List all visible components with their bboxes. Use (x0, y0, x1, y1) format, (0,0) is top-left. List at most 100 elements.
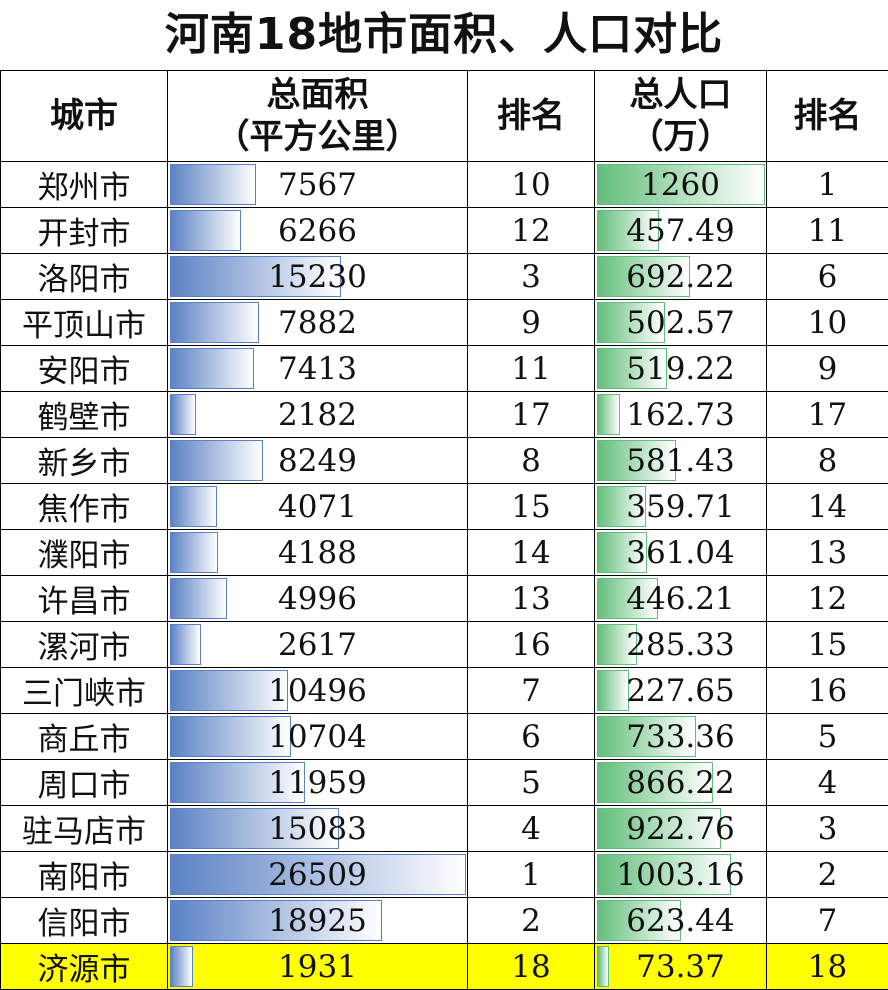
city-cell-value: 济源市 (38, 952, 131, 988)
city-cell: 鹤壁市 (1, 392, 168, 438)
pop-rank-cell-value: 12 (808, 581, 847, 617)
area-rank-cell: 5 (468, 760, 595, 806)
pop-rank-cell-value: 9 (818, 351, 838, 387)
area-cell: 2182 (168, 392, 468, 438)
city-cell: 洛阳市 (1, 254, 168, 300)
area-rank-cell-value: 13 (511, 581, 550, 617)
pop-rank-cell: 12 (767, 576, 888, 622)
city-cell-value: 新乡市 (38, 446, 131, 482)
area-cell-value: 11959 (268, 765, 367, 801)
area-data-bar (170, 302, 259, 343)
area-cell-value: 4071 (278, 489, 357, 525)
area-data-bar (170, 394, 196, 435)
city-cell: 商丘市 (1, 714, 168, 760)
pop-rank-cell-value: 2 (818, 857, 838, 893)
pop-cell-value: 359.71 (626, 489, 734, 525)
pop-cell: 733.36 (595, 714, 767, 760)
pop-rank-cell-value: 4 (818, 765, 838, 801)
pop-rank-cell: 16 (767, 668, 888, 714)
area-rank-cell-value: 15 (511, 489, 550, 525)
area-rank-cell: 15 (468, 484, 595, 530)
pop-cell-value: 227.65 (626, 673, 734, 709)
city-cell: 濮阳市 (1, 530, 168, 576)
pop-cell-value: 457.49 (626, 213, 734, 249)
area-rank-cell-value: 9 (521, 305, 541, 341)
pop-cell: 446.21 (595, 576, 767, 622)
area-data-bar (170, 946, 193, 987)
pop-cell-value: 866.22 (626, 765, 734, 801)
pop-cell-value: 1260 (641, 167, 720, 203)
area-cell: 4188 (168, 530, 468, 576)
pop-rank-cell: 18 (767, 944, 888, 990)
area-rank-cell: 14 (468, 530, 595, 576)
pop-cell-value: 502.57 (626, 305, 734, 341)
pop-cell: 361.04 (595, 530, 767, 576)
city-cell: 驻马店市 (1, 806, 168, 852)
pop-cell: 692.22 (595, 254, 767, 300)
pop-cell-value: 446.21 (626, 581, 734, 617)
pop-rank-cell-value: 11 (808, 213, 847, 249)
pop-rank-cell-value: 15 (808, 627, 847, 663)
pop-cell-value: 733.36 (626, 719, 734, 755)
area-data-bar (170, 532, 218, 573)
area-rank-cell: 16 (468, 622, 595, 668)
city-cell: 漯河市 (1, 622, 168, 668)
city-cell-value: 信阳市 (38, 906, 131, 942)
area-data-bar (170, 164, 256, 205)
area-cell: 7567 (168, 162, 468, 208)
pop-rank-cell: 14 (767, 484, 888, 530)
area-data-bar (170, 348, 254, 389)
city-cell: 济源市 (1, 944, 168, 990)
area-cell: 8249 (168, 438, 468, 484)
pop-cell-value: 519.22 (626, 351, 734, 387)
pop-cell: 1003.16 (595, 852, 767, 898)
area-cell-value: 15230 (268, 259, 367, 295)
area-rank-cell-value: 1 (521, 857, 541, 893)
area-rank-cell: 9 (468, 300, 595, 346)
pop-rank-cell-value: 6 (818, 259, 838, 295)
pop-rank-cell: 9 (767, 346, 888, 392)
city-cell-value: 鹤壁市 (38, 400, 131, 436)
city-cell-value: 漯河市 (38, 630, 131, 666)
area-rank-cell-value: 8 (521, 443, 541, 479)
pop-rank-cell: 13 (767, 530, 888, 576)
pop-cell-value: 922.76 (626, 811, 734, 847)
area-cell-value: 6266 (278, 213, 357, 249)
header-pop: 总人口 （万） (595, 71, 767, 162)
area-cell: 26509 (168, 852, 468, 898)
area-cell-value: 10496 (268, 673, 367, 709)
area-cell-value: 4188 (278, 535, 357, 571)
table-title: 河南18地市面积、人口对比 (0, 0, 888, 70)
pop-rank-cell: 4 (767, 760, 888, 806)
pop-cell: 922.76 (595, 806, 767, 852)
pop-cell-value: 361.04 (626, 535, 734, 571)
area-cell: 4996 (168, 576, 468, 622)
area-rank-cell-value: 12 (511, 213, 550, 249)
pop-rank-cell: 5 (767, 714, 888, 760)
city-cell: 周口市 (1, 760, 168, 806)
area-rank-cell: 10 (468, 162, 595, 208)
pop-rank-cell-value: 1 (818, 167, 838, 203)
pop-cell: 866.22 (595, 760, 767, 806)
city-cell-value: 郑州市 (38, 170, 131, 206)
city-cell: 平顶山市 (1, 300, 168, 346)
area-cell-value: 2182 (278, 397, 357, 433)
area-cell-value: 7413 (278, 351, 357, 387)
header-area-unit: （平方公里） (168, 116, 467, 158)
pop-rank-cell-value: 14 (808, 489, 847, 525)
pop-cell: 285.33 (595, 622, 767, 668)
area-rank-cell: 7 (468, 668, 595, 714)
pop-cell: 502.57 (595, 300, 767, 346)
pop-cell-value: 73.37 (636, 949, 725, 985)
area-cell: 10704 (168, 714, 468, 760)
